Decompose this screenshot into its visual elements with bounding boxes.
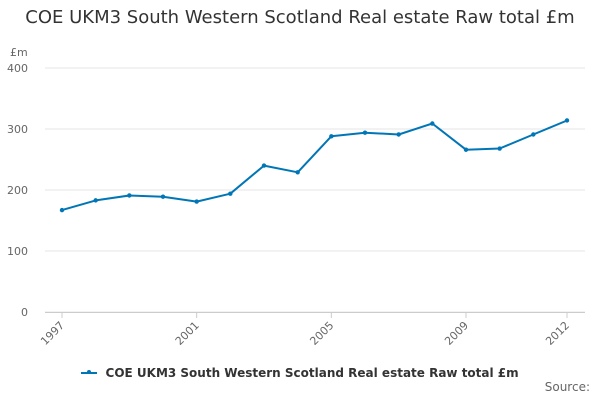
x-tick-label: 1997 — [38, 319, 67, 348]
x-tick-label: 2001 — [173, 319, 202, 348]
data-point — [228, 191, 233, 196]
x-tick-label: 2012 — [543, 319, 572, 348]
data-point — [127, 193, 132, 198]
source-label: Source: — [544, 380, 590, 394]
y-axis-unit-label: £m — [10, 46, 28, 59]
y-axis: 0 100 200 300 400 £m — [7, 46, 28, 319]
data-point — [93, 198, 98, 203]
x-tick-label: 2005 — [307, 319, 336, 348]
gridlines — [45, 67, 585, 313]
x-tick-label: 2009 — [442, 319, 471, 348]
data-point — [261, 163, 267, 168]
data-point — [396, 132, 401, 137]
y-tick-label: 300 — [7, 123, 28, 136]
y-tick-label: 100 — [7, 245, 28, 258]
series-line — [61, 119, 568, 212]
data-point — [531, 132, 536, 137]
data-point — [564, 118, 570, 123]
legend[interactable]: COE UKM3 South Western Scotland Real est… — [0, 366, 600, 380]
legend-line-marker-icon — [81, 369, 98, 374]
x-axis: 1997 2001 2005 2009 2012 — [38, 312, 585, 348]
data-point — [362, 130, 368, 135]
data-point — [194, 199, 199, 204]
data-point — [463, 147, 469, 152]
data-point — [160, 194, 166, 199]
data-point — [497, 146, 502, 151]
legend-item-label: COE UKM3 South Western Scotland Real est… — [105, 366, 519, 380]
series-layer — [59, 118, 570, 213]
data-point — [295, 170, 300, 175]
y-tick-label: 0 — [21, 306, 28, 319]
chart-title: COE UKM3 South Western Scotland Real est… — [25, 7, 575, 28]
data-point — [59, 207, 65, 213]
y-tick-label: 400 — [7, 62, 28, 75]
y-tick-label: 200 — [7, 184, 28, 197]
data-point — [430, 121, 435, 126]
data-point — [329, 134, 334, 139]
